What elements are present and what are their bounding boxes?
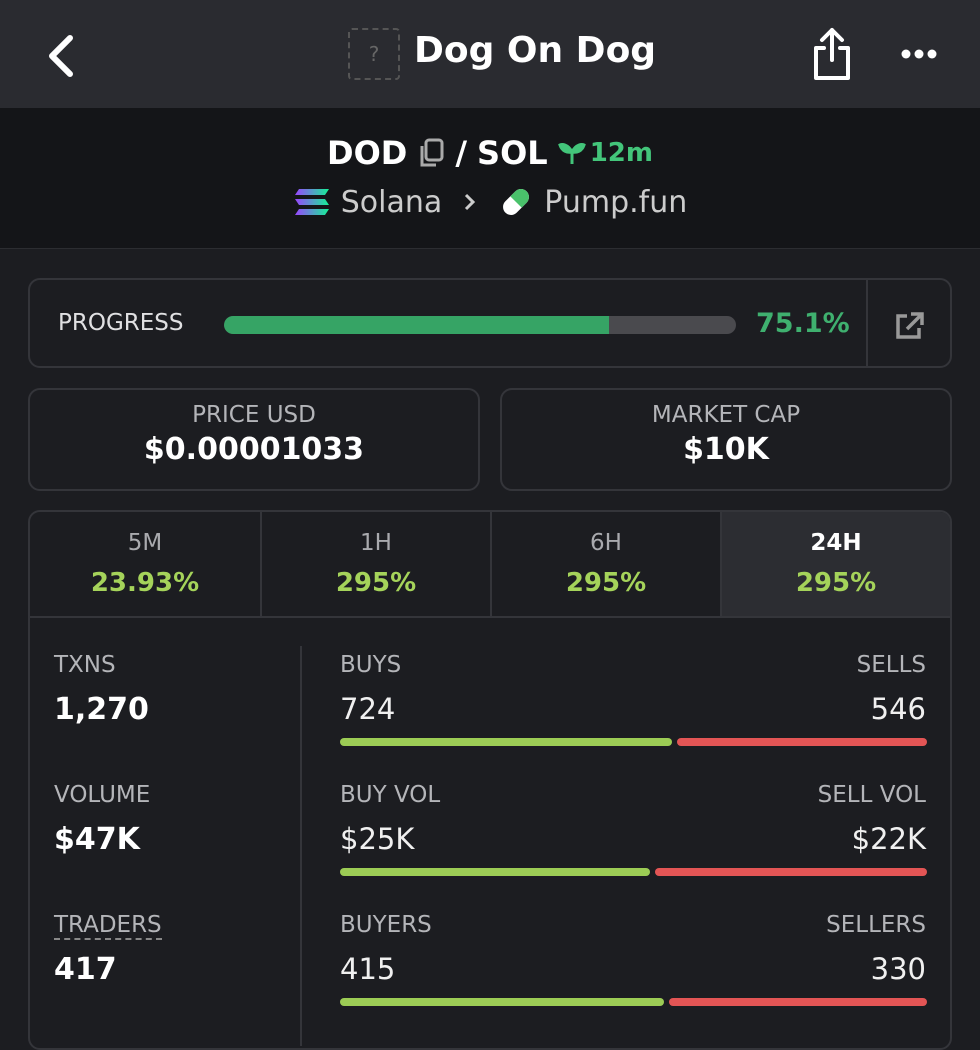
stat-label: VOLUME	[54, 782, 151, 808]
price-value: $0.00001033	[143, 432, 365, 467]
separator: /	[455, 134, 468, 172]
copy-icon[interactable]	[417, 138, 445, 168]
more-button[interactable]	[898, 44, 942, 64]
dex-name[interactable]: Pump.fun	[544, 184, 688, 220]
tab-label: 5M	[127, 530, 163, 556]
tab-change: 295%	[795, 568, 877, 598]
column-divider	[300, 646, 302, 1046]
buy-bar	[340, 998, 665, 1006]
external-link[interactable]	[894, 310, 926, 342]
price-card: PRICE USD $0.00001033	[28, 388, 480, 491]
time-tab[interactable]: 5M 23.93%	[30, 512, 260, 616]
stat-label: TXNS	[54, 652, 116, 678]
mcap-label: MARKET CAP	[651, 402, 801, 428]
right-value: 546	[870, 692, 926, 726]
left-value: 724	[340, 692, 396, 726]
chevron-icon	[465, 193, 476, 211]
left-value: 415	[340, 952, 396, 986]
back-button[interactable]	[40, 34, 80, 78]
stat-value: 417	[54, 952, 117, 987]
mcap-value: $10K	[683, 432, 769, 467]
share-button[interactable]	[808, 26, 856, 82]
left-label: BUYS	[340, 652, 402, 678]
top-bar: ? Dog On Dog	[0, 0, 980, 108]
time-tab[interactable]: 24H 295%	[720, 512, 950, 616]
buy-bar	[340, 868, 650, 876]
tab-label: 24H	[810, 530, 862, 556]
page-title: Dog On Dog	[414, 30, 657, 71]
chain-line: Solana Pump.fun	[0, 184, 980, 220]
divider	[866, 280, 868, 366]
price-label: PRICE USD	[192, 402, 316, 428]
sell-bar	[654, 868, 927, 876]
stats-card: 5M 23.93% 1H 295% 6H 295% 24H 295% TXNS 1,270 BUYS…	[28, 510, 952, 1050]
sell-bar	[669, 998, 927, 1006]
sell-bar	[676, 738, 927, 746]
right-value: $22K	[851, 822, 926, 856]
token-icon: ?	[348, 28, 400, 80]
solana-icon	[294, 189, 329, 215]
buy-bar	[340, 738, 672, 746]
progress-fill	[224, 316, 609, 334]
time-tab[interactable]: 1H 295%	[260, 512, 490, 616]
chain-name[interactable]: Solana	[340, 184, 443, 220]
right-label: SELLERS	[826, 912, 926, 938]
sprout-icon	[557, 143, 586, 164]
progress-card: PROGRESS 75.1%	[28, 278, 952, 368]
left-label: BUY VOL	[340, 782, 441, 808]
age-text: 12m	[589, 138, 653, 168]
pair-line: DOD / SOL 12m	[0, 134, 980, 172]
pair-age: 12m	[557, 138, 653, 168]
base-symbol: DOD	[327, 134, 408, 172]
right-value: 330	[870, 952, 926, 986]
tab-divider	[30, 616, 950, 618]
stat-value: 1,270	[54, 692, 149, 727]
mcap-card: MARKET CAP $10K	[500, 388, 952, 491]
tab-change: 295%	[335, 568, 417, 598]
quote-symbol: SOL	[477, 134, 548, 172]
progress-track	[224, 316, 736, 334]
left-value: $25K	[340, 822, 415, 856]
pair-bar: DOD / SOL 12m Solana Pump.fun	[0, 108, 980, 249]
tab-label: 6H	[590, 530, 622, 556]
progress-label: PROGRESS	[58, 310, 184, 336]
progress-value: 75.1%	[756, 308, 850, 339]
right-label: SELL VOL	[817, 782, 926, 808]
tab-label: 1H	[360, 530, 392, 556]
tab-change: 295%	[565, 568, 647, 598]
tab-change: 23.93%	[90, 568, 200, 598]
right-label: SELLS	[856, 652, 926, 678]
stat-value: $47K	[54, 822, 140, 857]
stat-label: TRADERS	[54, 912, 162, 940]
time-tab[interactable]: 6H 295%	[490, 512, 720, 616]
pump-icon	[503, 189, 530, 215]
left-label: BUYERS	[340, 912, 432, 938]
